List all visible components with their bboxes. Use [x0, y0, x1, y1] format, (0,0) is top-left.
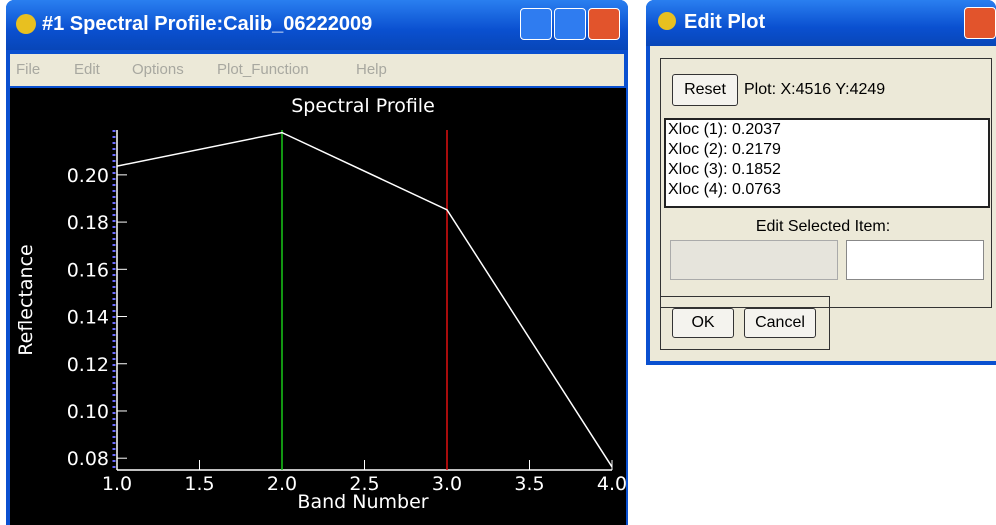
- y-tick-label: 0.20: [67, 165, 109, 187]
- menu-bar: File Edit Options Plot_Function Help: [10, 54, 624, 86]
- menu-item[interactable]: Plot_Function: [217, 61, 309, 78]
- title-bar: #1 Spectral Profile:Calib_06222009: [6, 0, 628, 50]
- x-tick-label: 3.0: [432, 473, 462, 495]
- y-tick-label: 0.16: [67, 259, 109, 281]
- x-tick-label: 4.0: [597, 473, 626, 495]
- reset-button[interactable]: Reset: [672, 74, 738, 106]
- x-tick-label: 2.5: [349, 473, 379, 495]
- x-tick-label: 3.5: [514, 473, 544, 495]
- chart-title: Spectral Profile: [291, 95, 435, 117]
- dialog-icon: [658, 12, 676, 30]
- y-tick-label: 0.18: [67, 212, 109, 234]
- dialog-close-button[interactable]: [964, 7, 996, 39]
- y-tick-label: 0.08: [67, 448, 109, 470]
- disabled-field: [670, 240, 838, 280]
- close-button[interactable]: [588, 8, 620, 40]
- dialog-panel: [660, 58, 992, 308]
- edit-plot-dialog: Edit Plot Reset Plot: X:4516 Y:4249 Xloc…: [646, 0, 996, 365]
- cancel-button[interactable]: Cancel: [744, 308, 816, 338]
- list-item[interactable]: Xloc (1): 0.2037: [668, 121, 781, 138]
- x-tick-label: 1.0: [102, 473, 132, 495]
- y-tick-label: 0.14: [67, 307, 109, 329]
- y-axis-label: Reflectance: [15, 244, 37, 355]
- profile-line: [116, 131, 613, 468]
- edit-field[interactable]: [846, 240, 984, 280]
- x-tick-label: 2.0: [267, 473, 297, 495]
- menu-item[interactable]: File: [16, 61, 41, 78]
- y-tick-label: 0.10: [67, 401, 109, 423]
- menu-item[interactable]: Help: [356, 61, 387, 78]
- edit-label: Edit Selected Item:: [755, 218, 891, 235]
- plot-position: Plot: X:4516 Y:4249: [744, 81, 886, 98]
- menu-item[interactable]: Options: [132, 61, 184, 78]
- button-panel: [660, 296, 830, 350]
- dialog-title: Edit Plot: [684, 11, 766, 33]
- xloc-list[interactable]: Xloc (1): 0.2037 Xloc (2): 0.2179 Xloc (3)…: [664, 118, 990, 208]
- x-axis-label: Band Number: [297, 491, 428, 513]
- plot-canvas: Spectral Profile Band Number Reflectance…: [10, 88, 626, 525]
- list-item[interactable]: Xloc (4): 0.0763: [668, 181, 781, 198]
- minimize-button[interactable]: [520, 8, 552, 40]
- list-item[interactable]: Xloc (3): 0.1852: [668, 161, 781, 178]
- menu-item[interactable]: Edit: [74, 61, 100, 78]
- ok-button[interactable]: OK: [672, 308, 734, 338]
- window-title: #1 Spectral Profile:Calib_06222009: [42, 13, 373, 35]
- x-tick-label: 1.5: [184, 473, 214, 495]
- maximize-button[interactable]: [554, 8, 586, 40]
- dialog-body: Reset Plot: X:4516 Y:4249 Xloc (1): 0.20…: [650, 46, 996, 361]
- y-tick-label: 0.12: [67, 354, 109, 376]
- dialog-title-bar: Edit Plot: [646, 0, 996, 46]
- app-icon: [16, 14, 36, 34]
- list-item[interactable]: Xloc (2): 0.2179: [668, 141, 781, 158]
